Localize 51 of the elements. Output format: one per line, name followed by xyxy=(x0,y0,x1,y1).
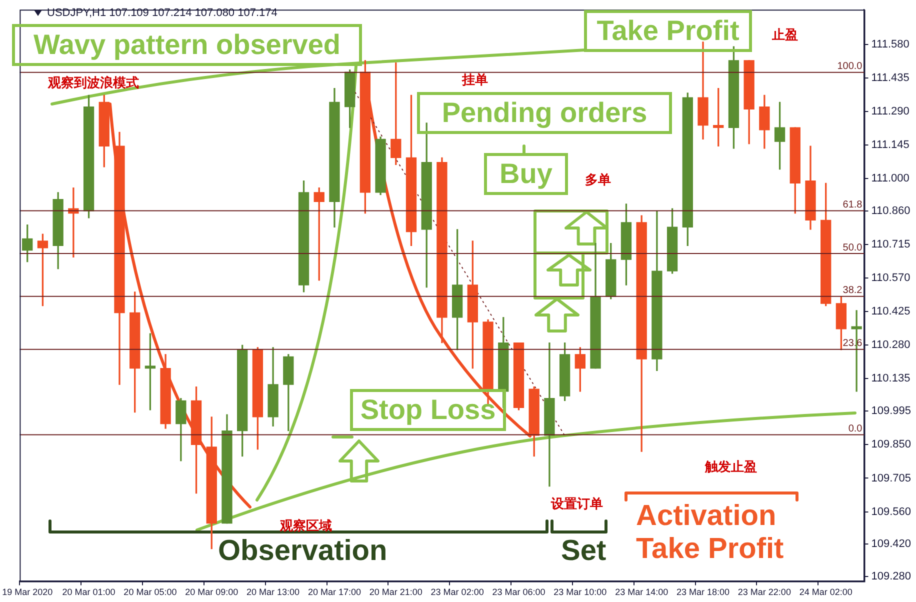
annotation: Activation Take Profit xyxy=(636,500,785,567)
y-tick-label: 110.425 xyxy=(871,306,910,318)
annotation: Wavy pattern observed xyxy=(12,24,362,66)
y-tick-label: 109.280 xyxy=(871,570,912,583)
annotation: 触发止盈 xyxy=(705,459,757,475)
x-tick-label: 20 Mar 01:00 xyxy=(62,587,116,598)
y-tick-label: 111.435 xyxy=(871,72,910,84)
y-tick-label: 111.290 xyxy=(871,105,910,118)
x-tick-label: 23 Mar 14:00 xyxy=(615,587,668,598)
y-tick-label: 109.420 xyxy=(871,538,912,550)
x-tick-label: 20 Mar 21:00 xyxy=(369,587,422,598)
annotation: Set xyxy=(561,535,606,568)
y-tick-label: 109.995 xyxy=(871,405,912,418)
y-tick-label: 110.715 xyxy=(871,238,910,251)
annotation: Observation xyxy=(218,535,388,568)
annotation: 38.2 xyxy=(842,285,863,296)
y-tick-label: 110.860 xyxy=(871,204,910,217)
x-tick-label: 24 Mar 02:00 xyxy=(799,587,852,598)
annotation: Stop Loss xyxy=(350,389,506,432)
annotation: 61.8 xyxy=(842,199,863,210)
y-tick-label: 110.570 xyxy=(871,272,910,284)
x-tick-label: 19 Mar 2020 xyxy=(2,587,53,598)
x-tick-label: 20 Mar 13:00 xyxy=(246,587,300,598)
y-tick-label: 110.280 xyxy=(871,339,910,352)
x-tick-label: 23 Mar 02:00 xyxy=(430,587,484,598)
x-tick-label: 20 Mar 17:00 xyxy=(308,587,361,598)
annotation: 观察区域 xyxy=(280,518,332,534)
y-tick-label: 111.145 xyxy=(871,139,910,152)
x-tick-label: 23 Mar 22:00 xyxy=(738,587,791,598)
annotation: Pending orders xyxy=(417,92,672,134)
x-tick-label: 23 Mar 10:00 xyxy=(554,587,607,598)
x-tick-label: 23 Mar 18:00 xyxy=(676,587,730,598)
annotation: 挂单 xyxy=(462,72,488,88)
annotation: 50.0 xyxy=(842,242,863,254)
annotation: 0.0 xyxy=(848,423,863,434)
x-tick-label: 20 Mar 09:00 xyxy=(185,587,238,598)
y-tick-label: 111.000 xyxy=(871,172,910,185)
y-tick-label: 109.560 xyxy=(871,506,912,518)
y-tick-label: 111.580 xyxy=(871,38,910,50)
x-tick-label: 20 Mar 05:00 xyxy=(124,587,177,598)
x-tick-label: 23 Mar 06:00 xyxy=(492,587,546,598)
annotation: Take Profit xyxy=(584,10,752,52)
annotation: 设置订单 xyxy=(551,496,603,512)
annotation: 多单 xyxy=(585,172,611,188)
y-tick-label: 110.135 xyxy=(871,372,910,385)
y-tick-label: 109.705 xyxy=(871,472,912,484)
annotation: 观察到波浪模式 xyxy=(48,75,139,91)
y-tick-label: 109.850 xyxy=(871,438,912,451)
annotation: Buy xyxy=(484,153,568,196)
annotation: 100.0 xyxy=(837,61,863,72)
annotation: 止盈 xyxy=(772,27,798,43)
